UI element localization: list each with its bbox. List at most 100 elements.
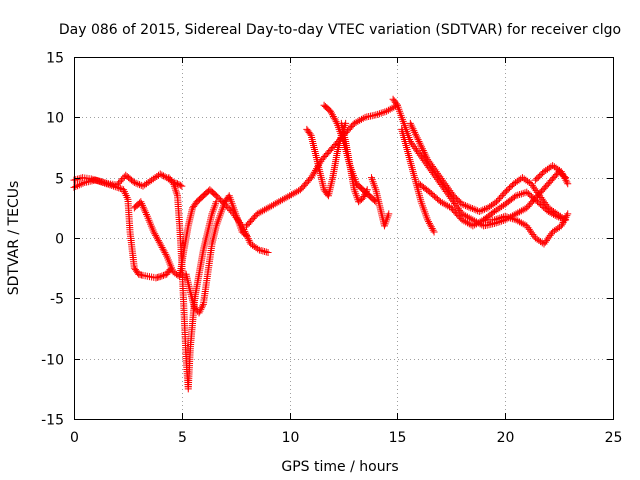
data-point [440, 200, 448, 208]
data-point [538, 239, 546, 247]
data-point [130, 178, 138, 186]
data-point [472, 206, 480, 214]
data-point [500, 190, 508, 198]
data-point [421, 150, 429, 158]
data-point [113, 181, 121, 189]
data-point [245, 236, 253, 244]
data-point [462, 202, 470, 210]
data-point [354, 117, 362, 125]
data-point [381, 108, 389, 116]
data-point [173, 190, 181, 198]
data-point [158, 171, 166, 179]
data-point [168, 177, 176, 185]
series-sat-b [70, 170, 186, 190]
data-point [467, 204, 475, 212]
data-point [503, 213, 511, 221]
x-tick-label: 10 [282, 430, 300, 446]
data-point [277, 197, 285, 205]
data-point [282, 194, 290, 202]
data-point [444, 202, 452, 210]
data-point [442, 201, 450, 209]
data-point [268, 202, 276, 210]
data-point [142, 210, 150, 218]
data-point [293, 188, 301, 196]
data-point [475, 207, 483, 215]
data-point [563, 178, 571, 186]
data-point [463, 219, 471, 227]
x-tick-label: 20 [497, 430, 515, 446]
data-point [108, 182, 116, 190]
data-point [374, 110, 382, 118]
data-point [479, 206, 487, 214]
data-point [362, 187, 370, 195]
data-point [287, 191, 295, 199]
data-point [384, 106, 392, 114]
data-point [379, 109, 387, 117]
data-point [514, 191, 522, 199]
data-point [377, 109, 385, 117]
data-point [357, 115, 365, 123]
data-point [257, 208, 265, 216]
data-point [115, 179, 123, 187]
data-point [410, 127, 418, 135]
data-point [269, 201, 277, 209]
data-point [512, 210, 520, 218]
data-point [477, 207, 485, 215]
data-point [196, 307, 204, 315]
data-point [77, 180, 85, 188]
data-point [361, 189, 369, 197]
data-point [409, 125, 417, 133]
data-point [498, 191, 506, 199]
data-point [418, 143, 426, 151]
data-point [116, 178, 124, 186]
data-point [119, 174, 127, 182]
data-point [510, 215, 518, 223]
data-layer [70, 95, 572, 393]
data-point [494, 215, 502, 223]
data-point [158, 272, 166, 280]
data-point [172, 186, 180, 194]
data-point [476, 218, 484, 226]
data-point [253, 210, 261, 218]
data-point [516, 191, 524, 199]
data-point [178, 182, 186, 190]
data-point [271, 200, 279, 208]
data-point [356, 116, 364, 124]
series-sat-l [398, 125, 438, 236]
data-point [420, 148, 428, 156]
data-point [284, 193, 292, 201]
data-point [429, 226, 437, 234]
data-point [74, 182, 82, 190]
data-point [462, 212, 470, 220]
data-point [496, 204, 504, 212]
data-point [414, 136, 422, 144]
data-point [494, 196, 502, 204]
data-point [166, 175, 174, 183]
data-point [286, 192, 294, 200]
tick-layer: 0 5 10 15 20 25 -15 -10 -5 0 5 10 15 [41, 51, 622, 447]
data-point [471, 221, 479, 229]
data-point [494, 205, 502, 213]
data-point [458, 216, 466, 224]
data-point [492, 206, 500, 214]
data-point [460, 217, 468, 225]
data-point [418, 145, 426, 153]
data-point [116, 185, 124, 193]
data-point [517, 219, 525, 227]
series-sat-p [531, 162, 572, 188]
data-point [165, 174, 173, 182]
data-point [386, 105, 394, 113]
data-point [505, 213, 513, 221]
data-point [385, 210, 393, 218]
data-point [306, 130, 314, 138]
data-point [417, 141, 425, 149]
series-sat-j [368, 174, 393, 230]
data-point [134, 180, 142, 188]
data-point [75, 181, 83, 189]
data-point [430, 228, 438, 236]
data-point [388, 104, 396, 112]
data-point [467, 215, 475, 223]
data-point [117, 176, 125, 184]
series-sat-a [70, 176, 175, 282]
